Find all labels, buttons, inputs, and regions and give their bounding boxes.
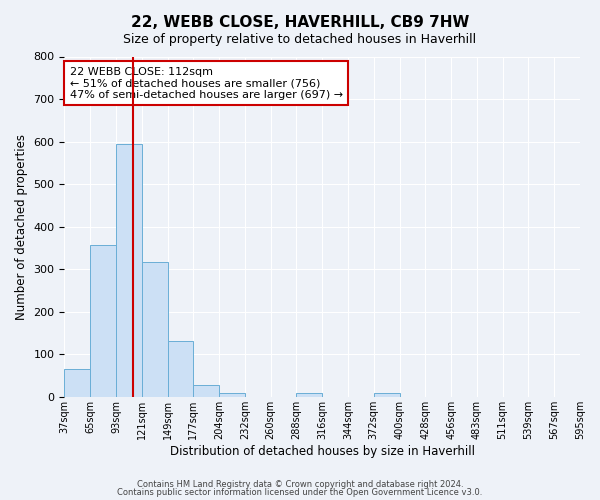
Text: Size of property relative to detached houses in Haverhill: Size of property relative to detached ho… [124, 32, 476, 46]
Bar [193, 385, 219, 397]
Text: Contains public sector information licensed under the Open Government Licence v3: Contains public sector information licen… [118, 488, 482, 497]
Bar [116, 144, 142, 397]
Bar [219, 392, 245, 397]
Bar [296, 392, 322, 397]
Bar [167, 342, 193, 397]
Text: 22 WEBB CLOSE: 112sqm
← 51% of detached houses are smaller (756)
47% of semi-det: 22 WEBB CLOSE: 112sqm ← 51% of detached … [70, 66, 343, 100]
Bar [142, 262, 167, 397]
Bar [374, 392, 400, 397]
X-axis label: Distribution of detached houses by size in Haverhill: Distribution of detached houses by size … [170, 444, 475, 458]
Bar [64, 369, 90, 397]
Y-axis label: Number of detached properties: Number of detached properties [15, 134, 28, 320]
Text: Contains HM Land Registry data © Crown copyright and database right 2024.: Contains HM Land Registry data © Crown c… [137, 480, 463, 489]
Bar [90, 245, 116, 397]
Text: 22, WEBB CLOSE, HAVERHILL, CB9 7HW: 22, WEBB CLOSE, HAVERHILL, CB9 7HW [131, 15, 469, 30]
